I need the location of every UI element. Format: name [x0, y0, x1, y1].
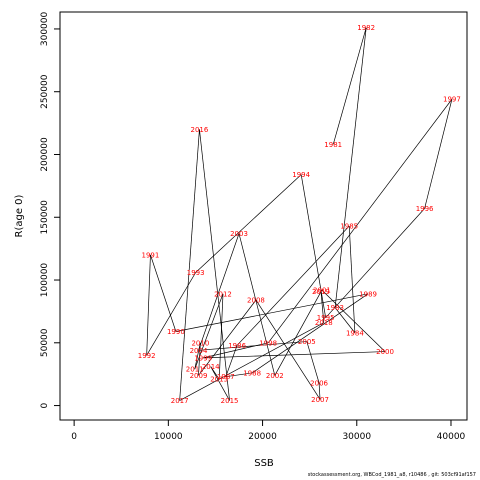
point-label-1992: 1992 — [138, 352, 156, 360]
segment-2010-2011 — [194, 342, 201, 370]
point-label-1983: 1983 — [326, 304, 344, 312]
point-label-2003: 2003 — [230, 230, 248, 238]
point-label-2019: 2019 — [312, 288, 330, 296]
y-tick-label-100000: 100000 — [40, 263, 50, 298]
x-tick-label-30000: 30000 — [342, 432, 371, 442]
segment-1987-1988 — [225, 372, 253, 378]
segment-2001-2002 — [274, 289, 323, 376]
point-label-2014: 2014 — [202, 363, 220, 371]
point-label-1994: 1994 — [292, 171, 310, 179]
x-tick-label-10000: 10000 — [154, 432, 183, 442]
point-label-2018: 2018 — [315, 319, 333, 327]
y-tick-label-0: 0 — [40, 402, 50, 408]
point-label-2007: 2007 — [311, 396, 329, 404]
point-label-1984: 1984 — [346, 329, 364, 337]
point-label-2013: 2013 — [210, 376, 228, 384]
point-label-2012: 2012 — [214, 290, 232, 298]
segment-1986-1987 — [225, 345, 238, 377]
segment-2007-2008 — [255, 299, 321, 400]
point-label-2017: 2017 — [171, 397, 189, 405]
point-label-1991: 1991 — [142, 251, 160, 259]
segment-1983-1984 — [334, 307, 356, 333]
point-label-1999: 1999 — [194, 354, 212, 362]
x-tick-label-20000: 20000 — [248, 432, 277, 442]
series-labels: 1981 1982 1983 1984 1985 1986 1987 1988 1989 1990… — [138, 24, 461, 405]
point-label-2011: 2011 — [186, 366, 204, 374]
point-label-2010: 2010 — [191, 339, 209, 347]
point-label-1997: 1997 — [443, 96, 461, 104]
point-label-2000: 2000 — [376, 348, 394, 356]
segment-1988-1989 — [251, 293, 369, 374]
x-tick-label-40000: 40000 — [437, 432, 466, 442]
y-tick-label-150000: 150000 — [40, 200, 50, 235]
point-label-2008: 2008 — [247, 297, 265, 305]
point-label-2009: 2009 — [190, 372, 208, 380]
point-label-1998: 1998 — [259, 339, 277, 347]
point-label-2004: 2004 — [190, 347, 208, 355]
point-label-1982: 1982 — [357, 24, 375, 32]
point-label-2016: 2016 — [191, 126, 209, 134]
y-tick-label-50000: 50000 — [40, 328, 50, 357]
x-tick-label-0: 0 — [71, 432, 77, 442]
segment-1992-1993 — [146, 272, 196, 356]
segment-2008-2009 — [198, 299, 257, 376]
segment-1996-1997 — [424, 99, 453, 209]
segment-1982-1983 — [334, 27, 367, 308]
segment-2012-2013 — [218, 293, 224, 380]
segment-2002-2003 — [238, 233, 276, 376]
x-axis-title: SSB — [254, 458, 274, 469]
segment-1993-1994 — [195, 174, 302, 273]
point-label-1986: 1986 — [228, 342, 246, 350]
point-label-2006: 2006 — [310, 379, 328, 387]
segment-1995-1996 — [325, 208, 425, 318]
segment-2018-2019 — [320, 291, 325, 323]
point-label-1996: 1996 — [416, 205, 434, 213]
segment-1991-1992 — [146, 254, 151, 356]
segment-1981-1982 — [332, 27, 367, 145]
y-axis-title: R(age 0) — [14, 194, 25, 237]
series-lines — [146, 27, 453, 401]
point-label-1993: 1993 — [187, 269, 205, 277]
y-axis: 0 50000 100000 150000 200000 250000 300000 — [40, 11, 60, 408]
point-label-1990: 1990 — [167, 328, 185, 336]
segment-2004-2005 — [198, 341, 307, 351]
segment-1999-2000 — [203, 351, 386, 359]
y-tick-label-250000: 250000 — [40, 74, 50, 109]
point-label-1989: 1989 — [359, 290, 377, 298]
point-label-2005: 2005 — [298, 338, 316, 346]
point-label-2015: 2015 — [221, 397, 239, 405]
segment-1994-1995 — [300, 174, 327, 318]
segment-1997-1998 — [267, 99, 453, 344]
point-label-2001: 2001 — [313, 287, 331, 295]
point-label-1987: 1987 — [217, 373, 235, 381]
x-axis: 0 10000 20000 30000 40000 — [71, 420, 466, 442]
segment-1989-1990 — [175, 293, 369, 332]
segment-1985-1986 — [236, 225, 350, 346]
footer-source: stockassessment.org, WBCod_1981_a8, r104… — [307, 472, 476, 478]
segment-2009-2010 — [198, 342, 201, 376]
point-label-1995: 1995 — [317, 314, 335, 322]
segment-2017-2018 — [179, 322, 324, 401]
segment-2015-2016 — [199, 129, 230, 401]
segment-2003-2004 — [198, 233, 240, 351]
segment-1984-1985 — [348, 226, 356, 333]
segment-2014-2015 — [210, 366, 230, 401]
point-label-1981: 1981 — [324, 141, 342, 149]
segment-2011-2012 — [194, 293, 224, 370]
segment-2006-2007 — [318, 382, 321, 400]
point-label-2002: 2002 — [266, 372, 284, 380]
y-tick-label-300000: 300000 — [40, 11, 50, 46]
point-label-1985: 1985 — [340, 223, 358, 231]
point-label-1988: 1988 — [243, 369, 261, 377]
segment-2005-2006 — [306, 341, 320, 384]
y-tick-label-200000: 200000 — [40, 137, 50, 172]
plot-frame — [59, 11, 468, 421]
segment-2000-2001 — [321, 289, 386, 352]
segment-1990-1991 — [150, 254, 177, 332]
segment-2016-2017 — [179, 129, 200, 401]
